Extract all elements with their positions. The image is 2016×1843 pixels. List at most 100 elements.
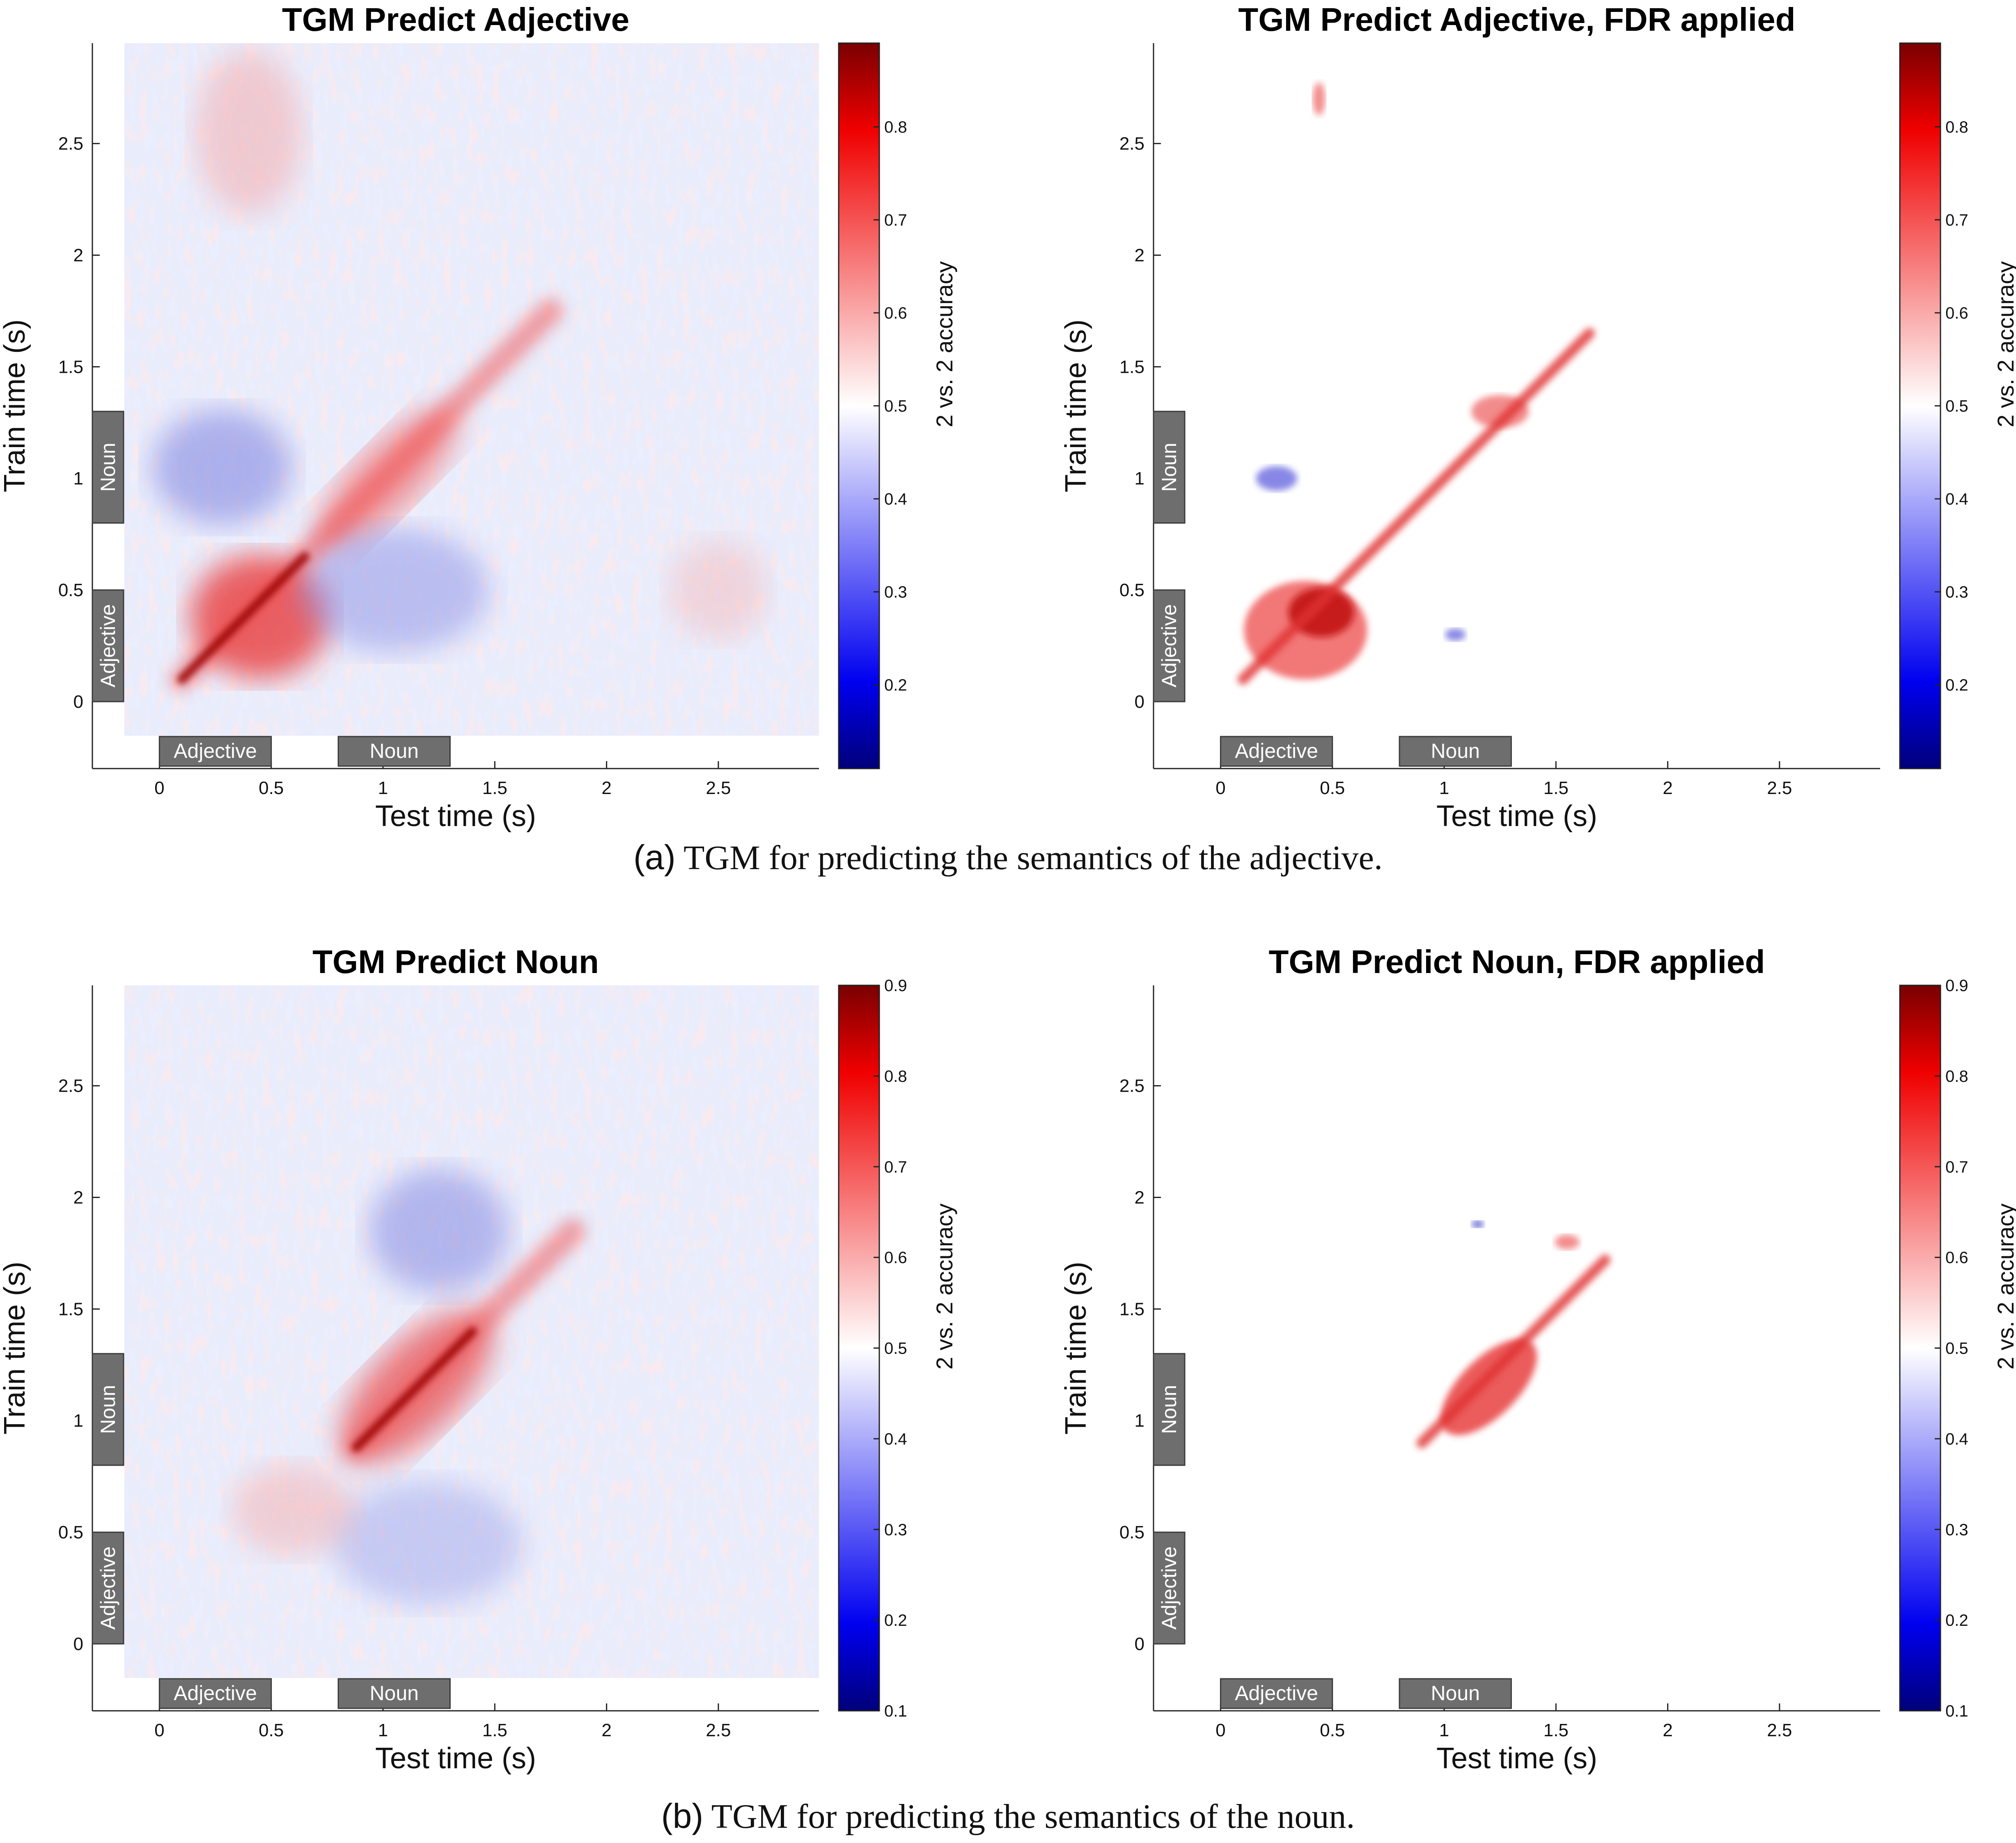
- y-tick-label: 0.5: [1119, 1522, 1144, 1542]
- y-axis-label: Train time (s): [1060, 1262, 1092, 1434]
- colorbar-tick-label: 0.5: [1945, 1340, 1968, 1358]
- y-tick-label: 1: [73, 1411, 83, 1431]
- diagonal-ridge-core: [351, 1327, 477, 1452]
- x-tick-label: 1.5: [482, 1720, 507, 1740]
- stimulus-marker-y: [92, 1531, 124, 1645]
- y-tick-label: 2.5: [1119, 1076, 1144, 1096]
- colorbar-tick-label: 0.2: [884, 1611, 907, 1630]
- y-tick-label: 2: [1135, 246, 1144, 266]
- colorbar-tick-label: 0.6: [884, 304, 907, 322]
- caption-a: (a) TGM for predicting the semantics of …: [0, 838, 2016, 878]
- colorbar-tick-label: 0.3: [1945, 1521, 1968, 1539]
- y-tick-label: 1: [1135, 468, 1144, 489]
- colorbar-tick-label: 0.2: [1945, 676, 1968, 694]
- stimulus-marker-x-label: Adjective: [174, 1682, 257, 1705]
- colorbar-tick-label: 0.7: [884, 211, 907, 229]
- blob-blue-upper: [369, 1169, 509, 1293]
- y-tick-label: 2: [73, 1188, 83, 1208]
- stimulus-marker-y-label: Noun: [96, 1385, 119, 1434]
- x-tick-label: 0.5: [1320, 1720, 1345, 1740]
- colorbar-tick-label: 0.6: [1945, 1249, 1968, 1267]
- x-axis-label: Test time (s): [1436, 800, 1597, 833]
- x-tick-label: 0: [154, 1720, 164, 1740]
- fdr-cluster: [1313, 82, 1326, 115]
- colorbar-tick-label: 0.1: [884, 1702, 907, 1720]
- fdr-cluster: [1256, 466, 1297, 491]
- caption-b-text: TGM for predicting the semantics of the …: [703, 1797, 1355, 1836]
- x-tick-label: 2.5: [706, 1720, 731, 1740]
- y-axis-label: Train time (s): [1060, 319, 1092, 492]
- stimulus-marker-y: [1153, 589, 1186, 702]
- fdr-diagonal: [1237, 328, 1595, 685]
- stimulus-marker-y-label: Noun: [1158, 1385, 1181, 1434]
- y-tick-label: 1: [1135, 1411, 1144, 1431]
- heatmap-image: [124, 985, 819, 1678]
- fdr-significant-clusters: [1416, 1221, 1611, 1448]
- y-tick-label: 0.5: [58, 580, 83, 600]
- y-tick-label: 0.5: [58, 1522, 83, 1542]
- x-tick-label: 0.5: [259, 778, 284, 798]
- colorbar: [838, 985, 880, 1712]
- colorbar-tick-label: 0.6: [1945, 304, 1968, 322]
- stimulus-marker-x: [337, 1678, 451, 1709]
- fdr-cluster: [1440, 1339, 1537, 1435]
- y-tick-label: 1: [73, 468, 83, 489]
- x-tick-label: 2: [1663, 778, 1672, 798]
- x-tick-label: 2.5: [1767, 1720, 1792, 1740]
- stimulus-marker-y: [92, 411, 124, 524]
- stimulus-marker-y: [92, 589, 124, 702]
- y-axis-label: Train time (s): [0, 1262, 31, 1434]
- colorbar: [1899, 985, 1941, 1712]
- x-tick-label: 1: [378, 1720, 388, 1740]
- tgm-panel-4: 0 0.5 1 1.5 2 2.5 0 0.5 1 1.5 2 2.5 Adjective Adjecti…: [1060, 943, 2016, 1775]
- y-axis-label: Train time (s): [0, 319, 31, 492]
- stimulus-marker-x: [1220, 1678, 1333, 1709]
- fdr-cluster: [1471, 1221, 1484, 1228]
- x-tick-label: 1: [378, 778, 388, 798]
- x-tick-label: 2: [1663, 1720, 1672, 1740]
- y-tick-label: 1.5: [1119, 357, 1144, 377]
- colorbar-tick-label: 0.5: [1945, 397, 1968, 415]
- colorbar-tick-label: 0.4: [884, 490, 907, 508]
- y-tick-label: 2.5: [58, 1076, 83, 1096]
- colorbar: [1899, 42, 1941, 769]
- colorbar-label: 2 vs. 2 accuracy: [1993, 1203, 2016, 1370]
- x-tick-label: 2.5: [706, 778, 731, 798]
- colorbar-tick-label: 0.4: [1945, 490, 1968, 508]
- x-tick-label: 1.5: [482, 778, 507, 798]
- chart-title: TGM Predict Noun: [312, 943, 599, 980]
- tgm-panel-1: 0 0.5 1 1.5 2 2.5 0 0.5 1 1.5 2 2.5 Adjective Adjecti…: [0, 1, 957, 833]
- x-tick-label: 0.5: [1320, 778, 1345, 798]
- stimulus-marker-x-label: Noun: [369, 739, 419, 762]
- x-tick-label: 2.5: [1767, 778, 1792, 798]
- stimulus-marker-y-label: Adjective: [96, 604, 119, 688]
- colorbar-tick-label: 0.7: [1945, 1158, 1968, 1176]
- fdr-diagonal: [1416, 1254, 1611, 1448]
- colorbar-tick-label: 0.9: [1945, 977, 1968, 995]
- stimulus-marker-x: [158, 1678, 272, 1709]
- colorbar-tick-label: 0.6: [884, 1249, 907, 1267]
- fdr-cluster: [1555, 1235, 1580, 1250]
- x-tick-label: 1: [1439, 778, 1449, 798]
- stimulus-marker-y-label: Noun: [96, 443, 119, 492]
- fdr-cluster: [1445, 628, 1466, 641]
- colorbar-tick-label: 0.3: [1945, 583, 1968, 601]
- x-axis-label: Test time (s): [375, 800, 536, 833]
- chart-title: TGM Predict Noun, FDR applied: [1269, 943, 1765, 980]
- stimulus-marker-x-label: Noun: [1431, 739, 1480, 762]
- blob-red-top: [195, 50, 303, 215]
- stimulus-marker-x: [337, 736, 451, 767]
- colorbar-tick-label: 0.8: [1945, 1067, 1968, 1086]
- y-tick-label: 2: [73, 246, 83, 266]
- stimulus-marker-x-label: Adjective: [174, 739, 257, 762]
- heatmap-image: [124, 43, 819, 736]
- x-tick-label: 0: [1216, 1720, 1225, 1740]
- stimulus-marker-x-label: Adjective: [1235, 739, 1318, 762]
- caption-b-label: (b): [661, 1797, 704, 1835]
- y-tick-label: 1.5: [58, 1299, 83, 1319]
- caption-a-label: (a): [633, 838, 676, 877]
- stimulus-marker-x: [1220, 736, 1333, 767]
- x-axis-label: Test time (s): [1436, 1742, 1597, 1775]
- stimulus-marker-y-label: Adjective: [1158, 1547, 1181, 1630]
- tgm-panel-3: 0 0.5 1 1.5 2 2.5 0 0.5 1 1.5 2 2.5 Adjective Adjecti…: [0, 943, 957, 1775]
